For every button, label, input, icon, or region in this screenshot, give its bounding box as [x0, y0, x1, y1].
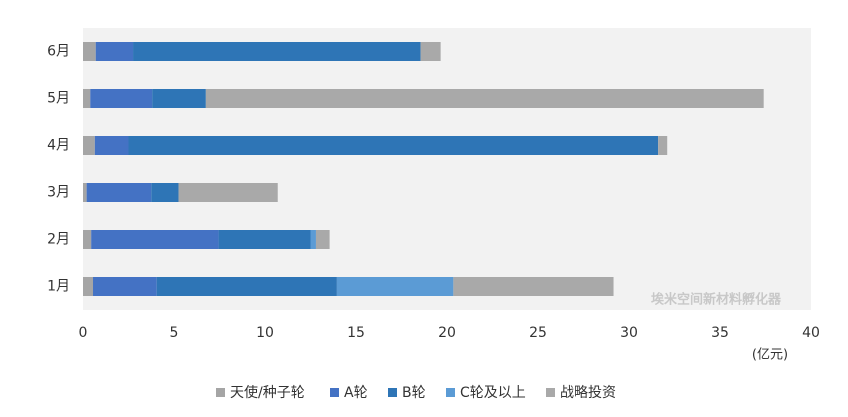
- bar-segment: [658, 136, 668, 155]
- bar-segment: [91, 230, 219, 249]
- bar-segment: [315, 230, 330, 249]
- y-tick-label: 2月: [47, 232, 70, 248]
- bar-segment: [86, 183, 152, 202]
- y-tick-label: 4月: [47, 138, 70, 154]
- bar-segment: [93, 277, 157, 296]
- bar-segment: [133, 42, 421, 61]
- plot-area: [83, 28, 811, 310]
- x-tick-label: 5: [170, 325, 179, 341]
- y-tick-label: 1月: [47, 279, 70, 295]
- bar-segment: [420, 42, 441, 61]
- bar-segment: [156, 277, 337, 296]
- bar-segment: [83, 136, 95, 155]
- x-tick-label: 30: [620, 325, 638, 341]
- bar-segment: [218, 230, 311, 249]
- bar-segment: [83, 183, 87, 202]
- x-tick-label: 15: [347, 325, 365, 341]
- bar-segment: [83, 277, 94, 296]
- legend-swatch: [330, 388, 339, 397]
- watermark: 埃米空间新材料孵化器: [651, 292, 782, 308]
- bar-segment: [83, 230, 92, 249]
- legend-swatch: [388, 388, 397, 397]
- x-tick-label: 40: [802, 325, 820, 341]
- legend-label: C轮及以上: [460, 385, 526, 401]
- x-tick-label: 25: [529, 325, 547, 341]
- y-tick-label: 3月: [47, 185, 70, 201]
- bar-segment: [178, 183, 278, 202]
- legend-label: 天使/种子轮: [230, 384, 305, 401]
- bar-segment: [205, 89, 764, 108]
- legend-label: A轮: [344, 385, 368, 401]
- legend-swatch: [216, 388, 225, 397]
- y-tick-label: 5月: [47, 91, 70, 107]
- bar-segment: [95, 42, 134, 61]
- legend-label: B轮: [402, 385, 426, 401]
- x-tick-label: 0: [79, 325, 88, 341]
- x-tick-label: 20: [438, 325, 456, 341]
- unit-label: (亿元): [752, 348, 788, 363]
- bar-segment: [90, 89, 153, 108]
- bar-segment: [336, 277, 454, 296]
- x-tick-label: 35: [711, 325, 729, 341]
- y-tick-label: 6月: [47, 44, 70, 60]
- x-tick-label: 10: [256, 325, 274, 341]
- bar-segment: [83, 42, 96, 61]
- bar-segment: [94, 136, 129, 155]
- bar-segment: [310, 230, 316, 249]
- bar-segment: [128, 136, 659, 155]
- legend-label: 战略投资: [560, 385, 616, 401]
- bar-segment: [151, 183, 179, 202]
- bar-segment: [83, 89, 91, 108]
- legend-swatch: [446, 388, 455, 397]
- bar-segment: [152, 89, 206, 108]
- bar-segment: [453, 277, 614, 296]
- legend-swatch: [546, 388, 555, 397]
